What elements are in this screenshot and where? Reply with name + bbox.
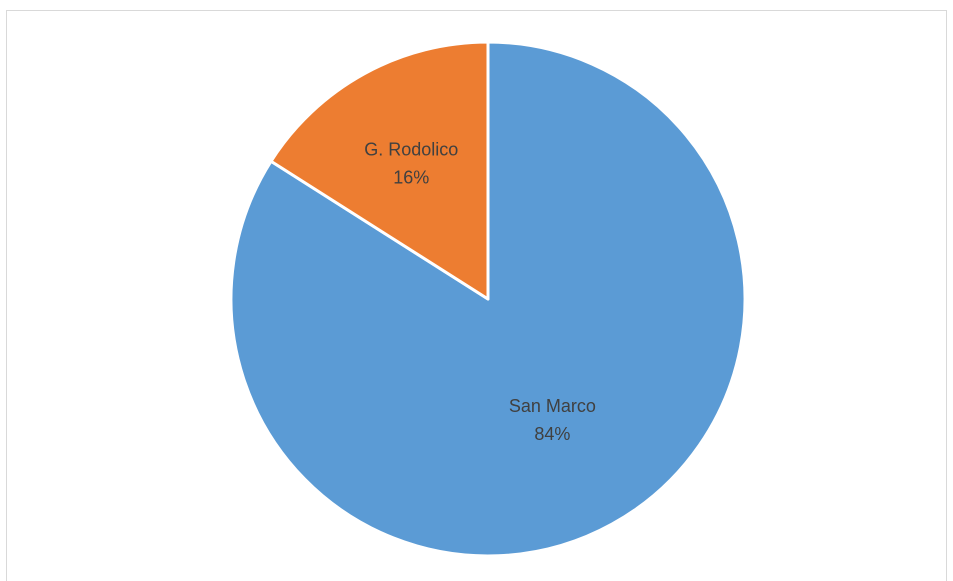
- slice-category-label-san-marco: San Marco: [509, 396, 596, 416]
- pie-slice-san-marco: [229, 40, 747, 558]
- pie-slice-g-rodolico: [269, 40, 490, 301]
- pie-slices: [229, 40, 747, 558]
- slice-category-label-g-rodolico: G. Rodolico: [364, 139, 458, 159]
- slice-value-label-san-marco: 84%: [534, 424, 570, 444]
- slice-value-label-g-rodolico: 16%: [393, 167, 429, 187]
- slice-labels: San Marco 84% G. Rodolico 16%: [364, 139, 596, 444]
